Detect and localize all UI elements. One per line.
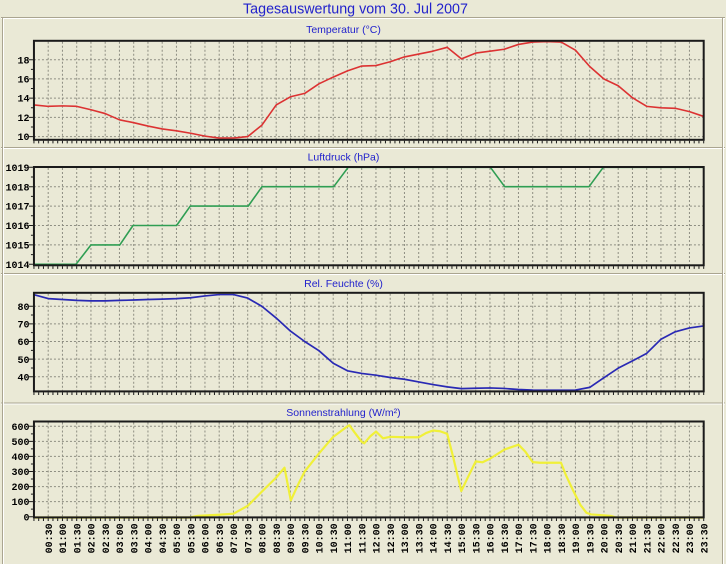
svg-text:Luftdruck (hPa): Luftdruck (hPa) bbox=[308, 152, 380, 164]
svg-text:20:00: 20:00 bbox=[601, 523, 612, 553]
svg-text:23:30: 23:30 bbox=[700, 523, 711, 553]
svg-text:15:00: 15:00 bbox=[458, 523, 469, 553]
svg-text:1018: 1018 bbox=[5, 183, 29, 194]
svg-text:12:00: 12:00 bbox=[373, 523, 384, 553]
svg-text:04:30: 04:30 bbox=[159, 523, 170, 553]
svg-text:03:30: 03:30 bbox=[130, 523, 141, 553]
svg-text:13:30: 13:30 bbox=[415, 523, 426, 553]
svg-text:11:30: 11:30 bbox=[358, 523, 369, 553]
svg-text:Sonnenstrahlung (W/m²): Sonnenstrahlung (W/m²) bbox=[286, 407, 400, 419]
svg-text:14:30: 14:30 bbox=[444, 523, 455, 553]
svg-text:09:00: 09:00 bbox=[287, 523, 298, 553]
svg-text:07:30: 07:30 bbox=[244, 523, 255, 553]
svg-text:19:30: 19:30 bbox=[586, 523, 597, 553]
svg-text:03:00: 03:00 bbox=[116, 523, 127, 553]
svg-text:500: 500 bbox=[11, 438, 29, 449]
svg-text:50: 50 bbox=[17, 356, 29, 367]
svg-text:08:00: 08:00 bbox=[259, 523, 270, 553]
svg-text:1015: 1015 bbox=[5, 242, 29, 253]
svg-text:06:30: 06:30 bbox=[216, 523, 227, 553]
svg-text:10:30: 10:30 bbox=[330, 523, 341, 553]
svg-text:10: 10 bbox=[17, 133, 29, 144]
svg-text:13:00: 13:00 bbox=[401, 523, 412, 553]
svg-text:20:30: 20:30 bbox=[615, 523, 626, 553]
svg-text:80: 80 bbox=[17, 303, 29, 314]
svg-text:Tagesauswertung vom 30. Jul 20: Tagesauswertung vom 30. Jul 2007 bbox=[243, 2, 468, 18]
svg-text:02:00: 02:00 bbox=[88, 523, 99, 553]
svg-text:70: 70 bbox=[17, 320, 29, 331]
svg-text:1017: 1017 bbox=[5, 203, 29, 214]
svg-text:1016: 1016 bbox=[5, 222, 29, 233]
svg-text:60: 60 bbox=[17, 338, 29, 349]
svg-text:19:00: 19:00 bbox=[572, 523, 583, 553]
svg-text:Rel. Feuchte (%): Rel. Feuchte (%) bbox=[304, 278, 383, 290]
svg-text:07:00: 07:00 bbox=[230, 523, 241, 553]
svg-text:40: 40 bbox=[17, 373, 29, 384]
svg-text:21:00: 21:00 bbox=[629, 523, 640, 553]
svg-text:05:30: 05:30 bbox=[187, 523, 198, 553]
svg-text:300: 300 bbox=[11, 468, 29, 479]
svg-text:0: 0 bbox=[23, 513, 29, 524]
svg-text:11:00: 11:00 bbox=[344, 523, 355, 553]
svg-text:06:00: 06:00 bbox=[202, 523, 213, 553]
svg-text:Temperatur (°C): Temperatur (°C) bbox=[306, 24, 381, 36]
svg-text:16:30: 16:30 bbox=[501, 523, 512, 553]
svg-text:1014: 1014 bbox=[5, 261, 29, 272]
svg-text:400: 400 bbox=[11, 453, 29, 464]
svg-text:16: 16 bbox=[17, 76, 29, 87]
svg-text:600: 600 bbox=[11, 423, 29, 434]
svg-text:16:00: 16:00 bbox=[487, 523, 498, 553]
svg-text:100: 100 bbox=[11, 498, 29, 509]
svg-text:10:00: 10:00 bbox=[316, 523, 327, 553]
svg-text:15:30: 15:30 bbox=[472, 523, 483, 553]
svg-text:17:30: 17:30 bbox=[529, 523, 540, 553]
svg-text:00:30: 00:30 bbox=[45, 523, 56, 553]
svg-text:04:00: 04:00 bbox=[145, 523, 156, 553]
svg-text:14: 14 bbox=[17, 95, 29, 106]
svg-text:18:00: 18:00 bbox=[544, 523, 555, 553]
svg-text:23:00: 23:00 bbox=[686, 523, 697, 553]
svg-text:22:00: 22:00 bbox=[658, 523, 669, 553]
svg-text:08:30: 08:30 bbox=[273, 523, 284, 553]
svg-text:09:30: 09:30 bbox=[301, 523, 312, 553]
svg-text:22:30: 22:30 bbox=[672, 523, 683, 553]
svg-text:01:30: 01:30 bbox=[73, 523, 84, 553]
svg-text:01:00: 01:00 bbox=[59, 523, 70, 553]
svg-text:14:00: 14:00 bbox=[430, 523, 441, 553]
svg-text:12: 12 bbox=[17, 114, 29, 125]
svg-text:18:30: 18:30 bbox=[558, 523, 569, 553]
svg-text:02:30: 02:30 bbox=[102, 523, 113, 553]
svg-text:12:30: 12:30 bbox=[387, 523, 398, 553]
svg-text:1019: 1019 bbox=[5, 164, 29, 175]
svg-text:18: 18 bbox=[17, 56, 29, 67]
svg-text:200: 200 bbox=[11, 483, 29, 494]
svg-text:17:00: 17:00 bbox=[515, 523, 526, 553]
svg-text:05:00: 05:00 bbox=[173, 523, 184, 553]
svg-text:21:30: 21:30 bbox=[643, 523, 654, 553]
